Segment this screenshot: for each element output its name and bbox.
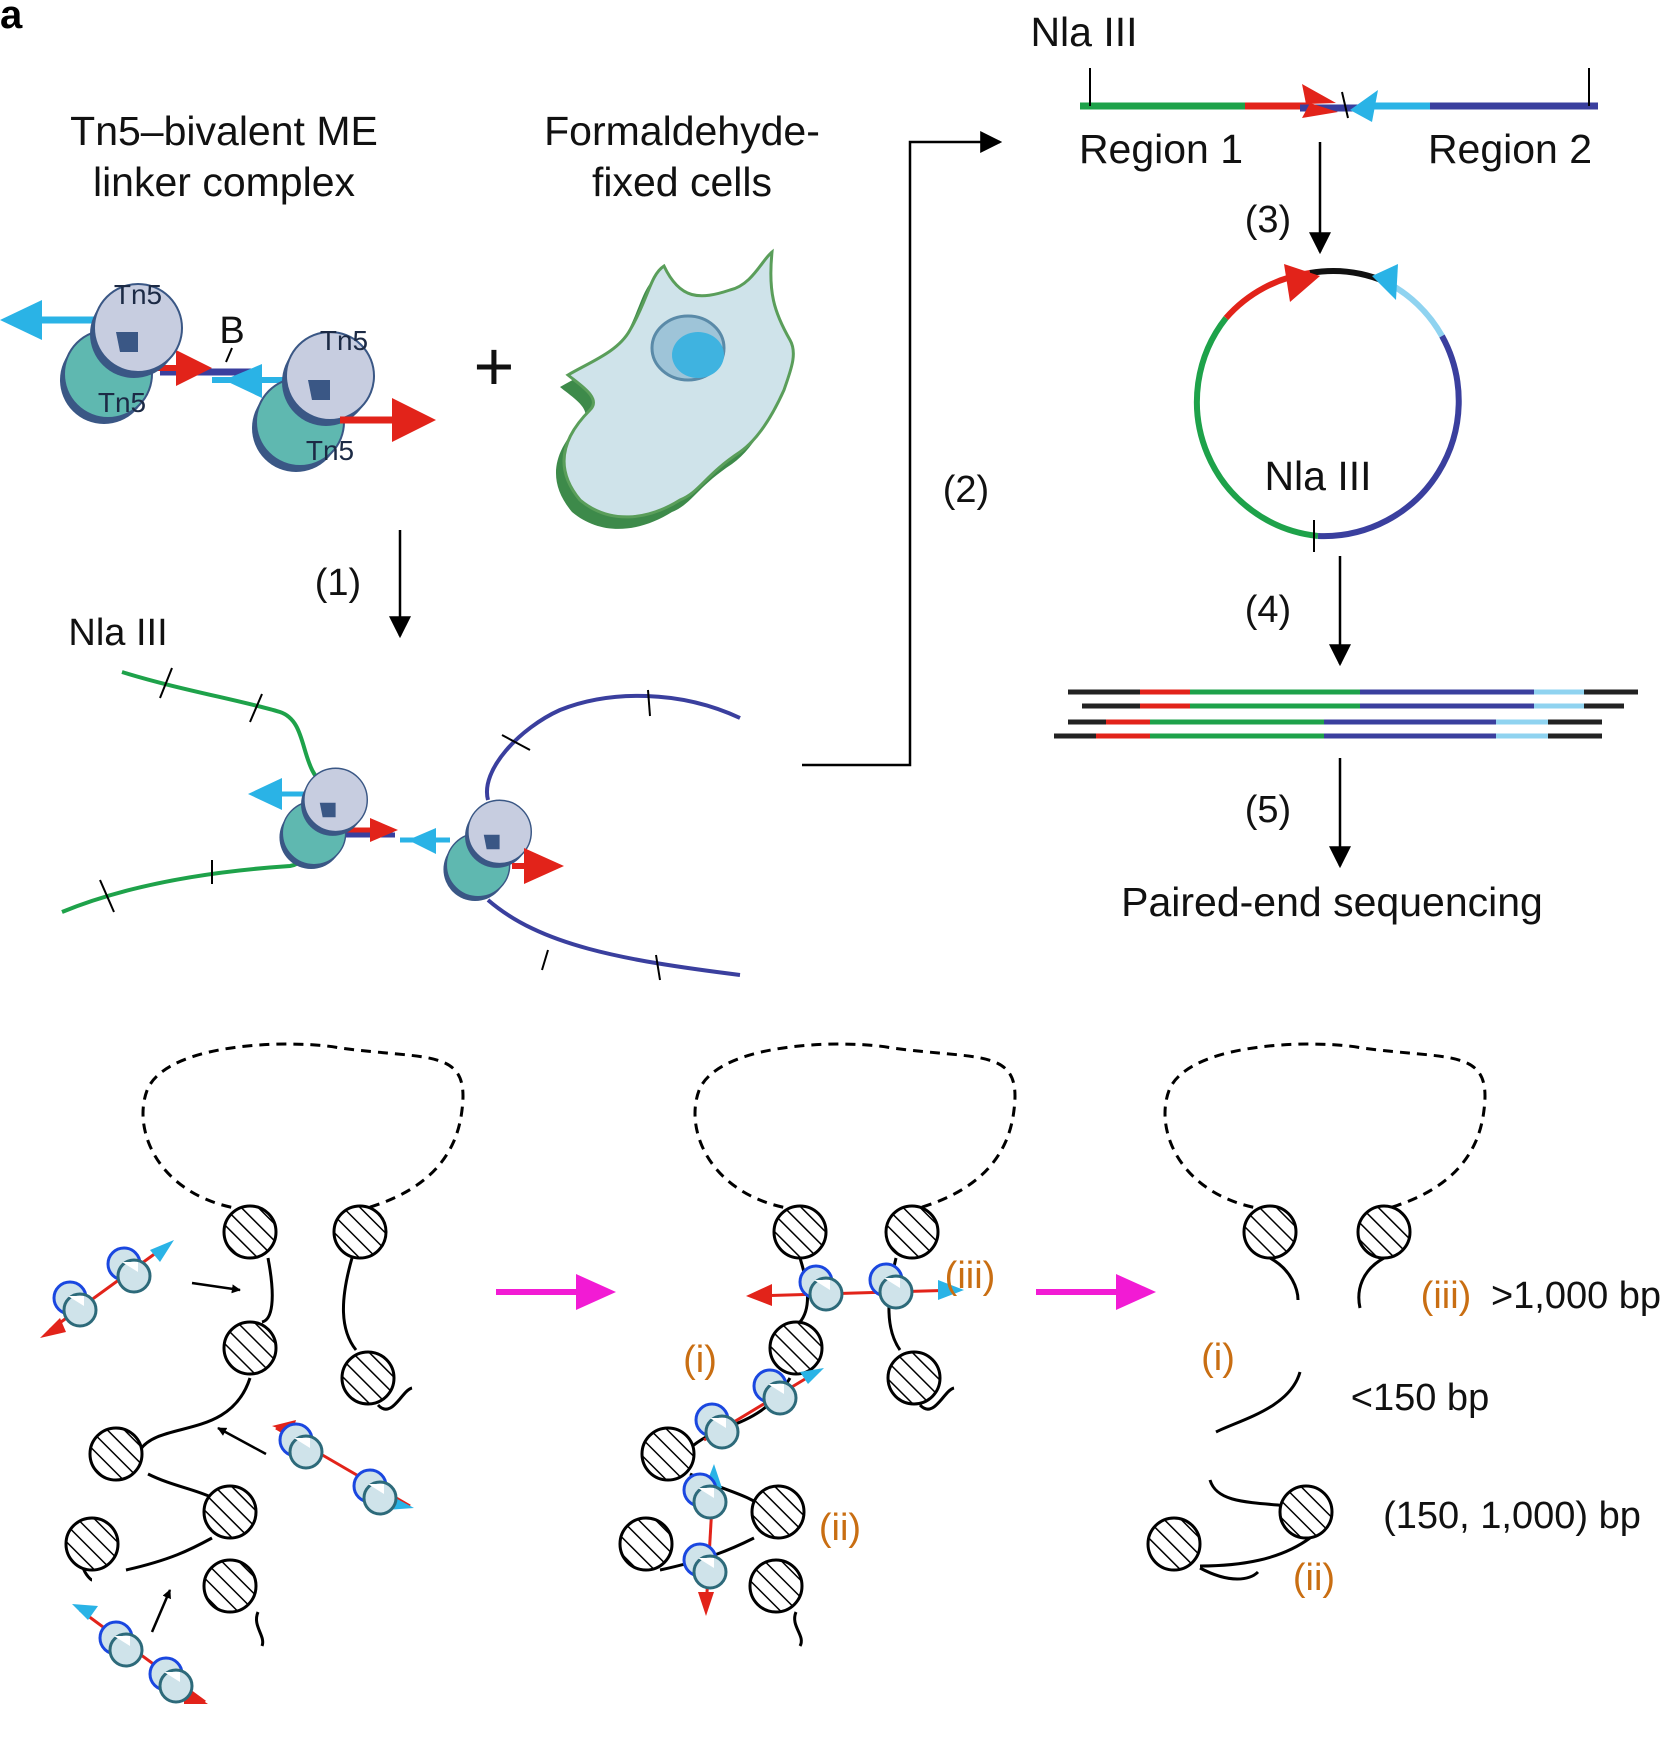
fixed-cell-shape <box>555 248 795 529</box>
sequencing-library-reads <box>1054 689 1638 739</box>
circular-ligation-product <box>1193 264 1462 552</box>
step-3-label: (3) <box>1245 199 1291 241</box>
tn5-label-2: Tn5 <box>98 387 146 418</box>
region-2-label: Region 2 <box>1428 126 1592 172</box>
paired-end-sequencing-label: Paired-end sequencing <box>1121 879 1543 925</box>
progress-arrow-1 <box>496 1274 616 1310</box>
cells-title-line2: fixed cells <box>592 159 772 205</box>
class-ii-label-stage2: (ii) <box>819 1507 861 1549</box>
tn5-bivalent-complex <box>0 283 436 473</box>
chromatin-loop-stage-1 <box>40 1042 465 1704</box>
step-2-label: (2) <box>943 469 989 511</box>
nlaiii-label-left: Nla III <box>68 612 167 654</box>
chromatin-loop-stage-2 <box>618 1042 1017 1647</box>
step-4-label: (4) <box>1245 589 1291 631</box>
class-ii-label-stage3: (ii) <box>1293 1557 1335 1599</box>
size-ii-label: (150, 1,000) bp <box>1383 1495 1641 1537</box>
region-1-label: Region 1 <box>1079 126 1243 172</box>
class-i-label-stage2: (i) <box>683 1339 717 1381</box>
tn5-label-3: Tn5 <box>320 325 368 356</box>
chromatin-fragments-stage-3 <box>1146 1042 1487 1581</box>
ligated-product-linear <box>1080 68 1598 122</box>
step-5-label: (5) <box>1245 789 1291 831</box>
progress-arrow-2 <box>1036 1274 1156 1310</box>
plus-sign: + <box>474 327 515 405</box>
tn5-label-1: Tn5 <box>114 279 162 310</box>
class-iii-label-stage2: (iii) <box>945 1255 996 1297</box>
class-iii-label-stage3: (iii) <box>1421 1275 1472 1317</box>
complex-title-line2: linker complex <box>93 159 356 205</box>
cells-title-line1: Formaldehyde- <box>544 108 820 154</box>
nlaiii-label-circle: Nla III <box>1264 453 1371 499</box>
tn5-label-4: Tn5 <box>306 435 354 466</box>
size-i-label: <150 bp <box>1351 1377 1489 1419</box>
tagmented-chromatin <box>61 667 741 981</box>
step-1-label: (1) <box>315 562 361 604</box>
class-i-label-stage3: (i) <box>1201 1337 1235 1379</box>
nlaiii-label-top: Nla III <box>1030 9 1137 55</box>
panel-letter: a <box>0 0 23 37</box>
biotin-label: B <box>219 310 244 352</box>
size-iii-label: >1,000 bp <box>1491 1275 1661 1317</box>
complex-title-line1: Tn5–bivalent ME <box>70 108 378 154</box>
